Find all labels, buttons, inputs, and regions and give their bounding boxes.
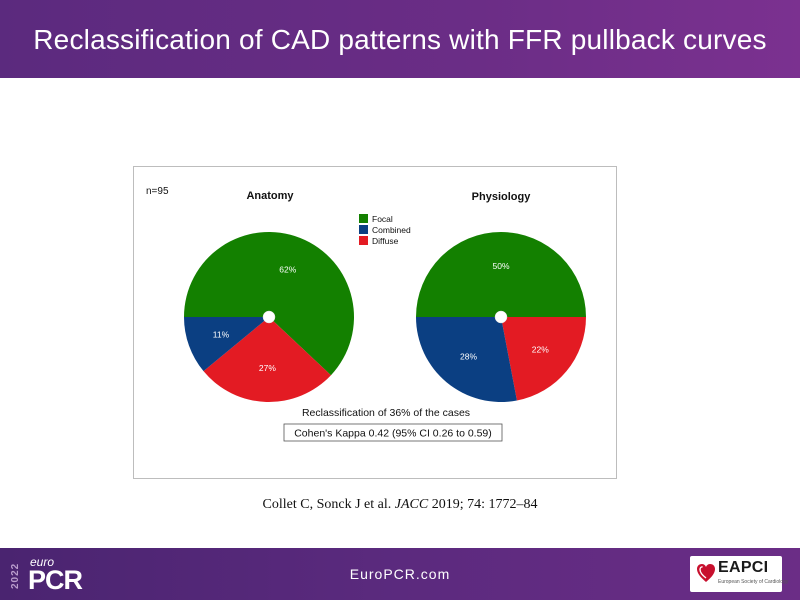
europcr-logo: 2022 euro PCR — [10, 554, 100, 595]
footer-bar: 2022 euro PCR EuroPCR.com EAPCI European… — [0, 548, 800, 600]
pie-1-slice-combined — [416, 317, 517, 402]
chart-frame: n=95 Anatomy Physiology Focal Combined Dif… — [133, 166, 617, 479]
pie-1-slice-focal — [416, 232, 586, 317]
heart-icon — [697, 564, 715, 582]
legend-label-diffuse: Diffuse — [372, 236, 399, 246]
logo-euro: euro — [30, 555, 55, 569]
citation-details: 2019; 74: 1772–84 — [431, 497, 538, 512]
citation-journal: JACC — [394, 497, 429, 512]
footer-site-link[interactable]: EuroPCR.com — [349, 566, 451, 582]
pie-charts: n=95 Anatomy Physiology FocalCombinedDif… — [146, 186, 586, 442]
eapci-subtitle: European Society of Cardiology — [718, 579, 789, 585]
pie-0-label-focal: 62% — [279, 265, 296, 275]
citation: Collet C, Sonck J et al. JACC 2019; 74: … — [0, 497, 800, 513]
pie-1-center-dot — [494, 310, 508, 324]
pie-0-label-diffuse: 27% — [259, 363, 276, 373]
pies-group: 62% 27% 11% 50% 22% 28% — [184, 232, 586, 402]
legend-label-focal: Focal — [372, 214, 393, 224]
legend-swatch-focal — [359, 214, 368, 223]
pie-0-label-combined: 11% — [213, 329, 230, 339]
pie-0-center-dot — [262, 310, 276, 324]
logo-pcr: PCR — [28, 565, 83, 595]
title-bar: Reclassification of CAD patterns with FF… — [0, 0, 800, 78]
pie-0-slice-focal — [184, 232, 354, 376]
pie-0-slice-combined — [184, 317, 269, 372]
pie-1-label-focal: 50% — [492, 261, 509, 271]
legend-swatch-combined — [359, 225, 368, 234]
pie-title-physiology: Physiology — [472, 191, 532, 203]
pie-0-slice-diffuse — [203, 317, 331, 402]
reclassification-annotation: Reclassification of 36% of the cases — [302, 407, 470, 419]
legend-label-combined: Combined — [372, 225, 411, 235]
sample-size-label: n=95 — [146, 186, 169, 197]
eapci-logo: EAPCI European Society of Cardiology — [690, 556, 788, 592]
slide-title: Reclassification of CAD patterns with FF… — [33, 24, 767, 55]
pie-1-slice-diffuse — [501, 317, 586, 401]
pie-title-anatomy: Anatomy — [246, 190, 294, 202]
eapci-name: EAPCI — [718, 559, 769, 576]
pie-1-label-combined: 28% — [460, 351, 477, 361]
citation-authors: Collet C, Sonck J et al. — [262, 497, 392, 512]
kappa-box — [283, 423, 503, 442]
legend-swatch-diffuse — [359, 236, 368, 245]
pie-1-label-diffuse: 22% — [532, 345, 549, 355]
kappa-annotation: Cohen's Kappa 0.42 (95% CI 0.26 to 0.59) — [294, 428, 492, 440]
